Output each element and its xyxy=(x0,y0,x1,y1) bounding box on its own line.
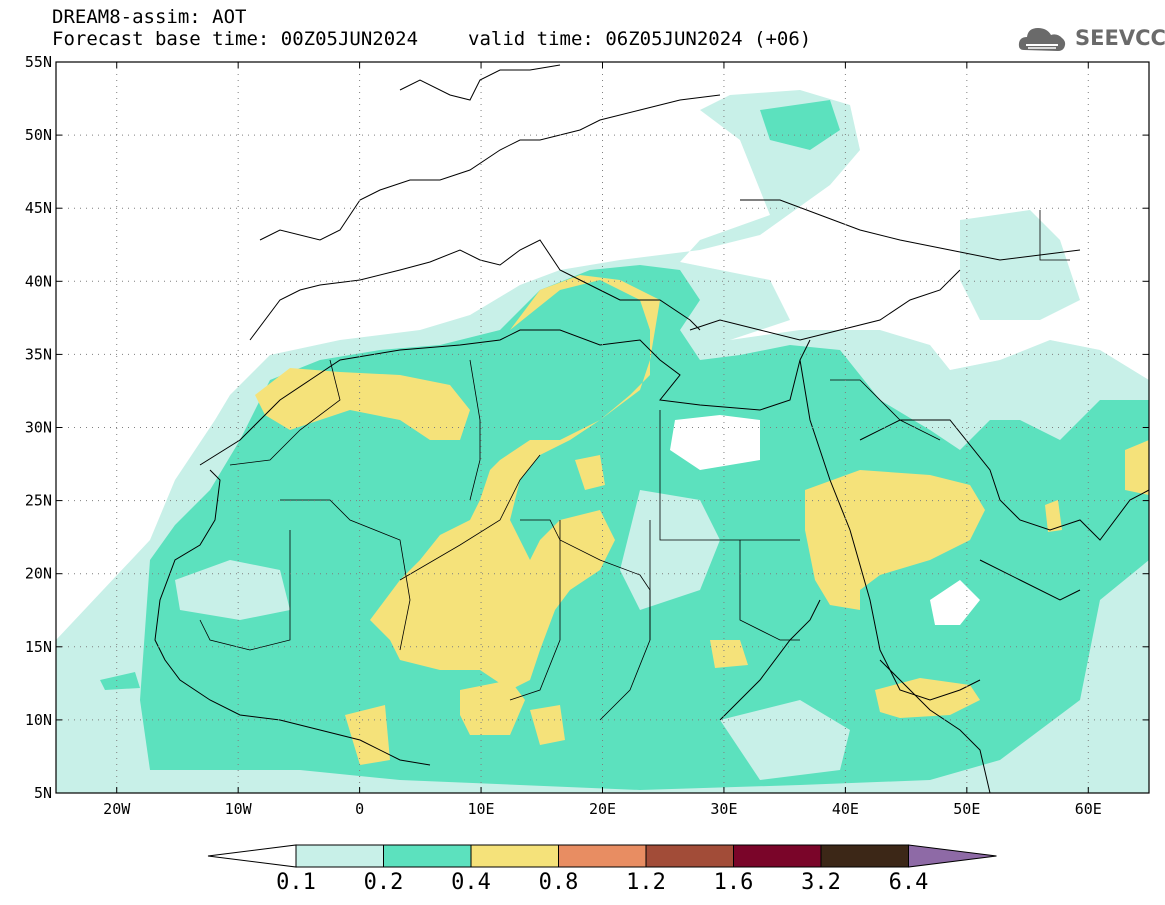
aot-region-0.4h xyxy=(805,470,985,610)
colorbar xyxy=(207,844,997,868)
lon-label: 10W xyxy=(225,800,253,818)
colorbar-label: 0.2 xyxy=(363,870,404,895)
aot-region-0.4j xyxy=(1125,440,1149,495)
colorbar-segment xyxy=(645,844,734,868)
colorbar-label: 1.2 xyxy=(626,870,666,895)
map-header: DREAM8-assim: AOT Forecast base time: 00… xyxy=(52,6,811,50)
colorbar-segment xyxy=(295,844,384,868)
lon-label: 20W xyxy=(103,800,131,818)
aot-clear-5 xyxy=(930,580,980,625)
lat-label: 15N xyxy=(25,638,52,656)
colorbar-over-triangle xyxy=(908,844,997,868)
lon-label: 20E xyxy=(589,800,616,818)
aot-region-0.4c xyxy=(460,680,525,735)
aot-region-0.1b xyxy=(960,210,1080,320)
colorbar-label: 6.4 xyxy=(888,870,929,895)
axis-ticks xyxy=(56,61,1149,794)
lat-label: 40N xyxy=(25,272,52,290)
lon-label: 30E xyxy=(710,800,737,818)
lat-label: 25N xyxy=(25,492,52,510)
colorbar-segment xyxy=(558,844,647,868)
colorbar-under-triangle xyxy=(207,844,297,868)
lon-label: 50E xyxy=(953,800,980,818)
colorbar-segment xyxy=(383,844,472,868)
country-borders xyxy=(199,210,1070,721)
aot-fields xyxy=(56,90,1149,793)
colorbar-label: 1.6 xyxy=(713,870,754,895)
aot-clear-3 xyxy=(620,490,720,610)
aot-region-0.4b xyxy=(370,275,660,690)
valid-time: valid time: 06Z05JUN2024 (+06) xyxy=(468,28,812,50)
aot-region-0.4k xyxy=(1045,500,1062,532)
lat-label: 30N xyxy=(25,419,52,437)
lon-label: 0 xyxy=(355,800,364,818)
lon-label: 60E xyxy=(1075,800,1102,818)
time-line: Forecast base time: 00Z05JUN2024 valid ti… xyxy=(52,28,811,50)
lon-labels: 20W 10W 0 10E 20E 30E 40E 50E 60E xyxy=(103,800,1102,818)
colorbar-segment xyxy=(470,844,559,868)
aot-region-0.4g xyxy=(710,640,748,668)
aot-region-0.4a xyxy=(255,368,470,440)
colorbar-segment xyxy=(733,844,822,868)
colorbar-label: 0.4 xyxy=(451,870,491,895)
aot-region-0.4i xyxy=(875,678,980,718)
map-title: DREAM8-assim: AOT xyxy=(52,6,247,28)
lat-label: 45N xyxy=(25,199,52,217)
lat-label: 5N xyxy=(34,784,52,802)
lat-label: 20N xyxy=(25,565,52,583)
colorbar-segment xyxy=(820,844,909,868)
lon-label: 40E xyxy=(832,800,859,818)
aot-region-0.2c xyxy=(100,672,140,690)
aot-region-0.4f xyxy=(575,455,605,490)
base-time: Forecast base time: 00Z05JUN2024 xyxy=(52,28,419,50)
colorbar-label: 3.2 xyxy=(801,870,841,895)
logo-text: SEEVCCC xyxy=(1075,26,1165,50)
lat-label: 10N xyxy=(25,711,52,729)
cloud-icon xyxy=(1018,28,1066,51)
colorbar-label: 0.8 xyxy=(538,870,579,895)
lat-label: 50N xyxy=(25,126,52,144)
grid-lines xyxy=(56,62,1149,793)
aot-region-0.4d xyxy=(530,705,565,745)
aot-region-0.2b xyxy=(760,100,840,150)
aot-clear-2 xyxy=(175,560,290,620)
lat-label: 35N xyxy=(25,345,52,363)
lat-labels: 55N 50N 45N 40N 35N 30N 25N 20N 15N 10N 5N xyxy=(25,53,52,802)
colorbar-label: 0.1 xyxy=(276,870,316,895)
aot-clear-1 xyxy=(670,415,760,470)
coastlines xyxy=(154,64,1149,793)
lat-label: 55N xyxy=(25,53,52,71)
lon-label: 10E xyxy=(468,800,495,818)
